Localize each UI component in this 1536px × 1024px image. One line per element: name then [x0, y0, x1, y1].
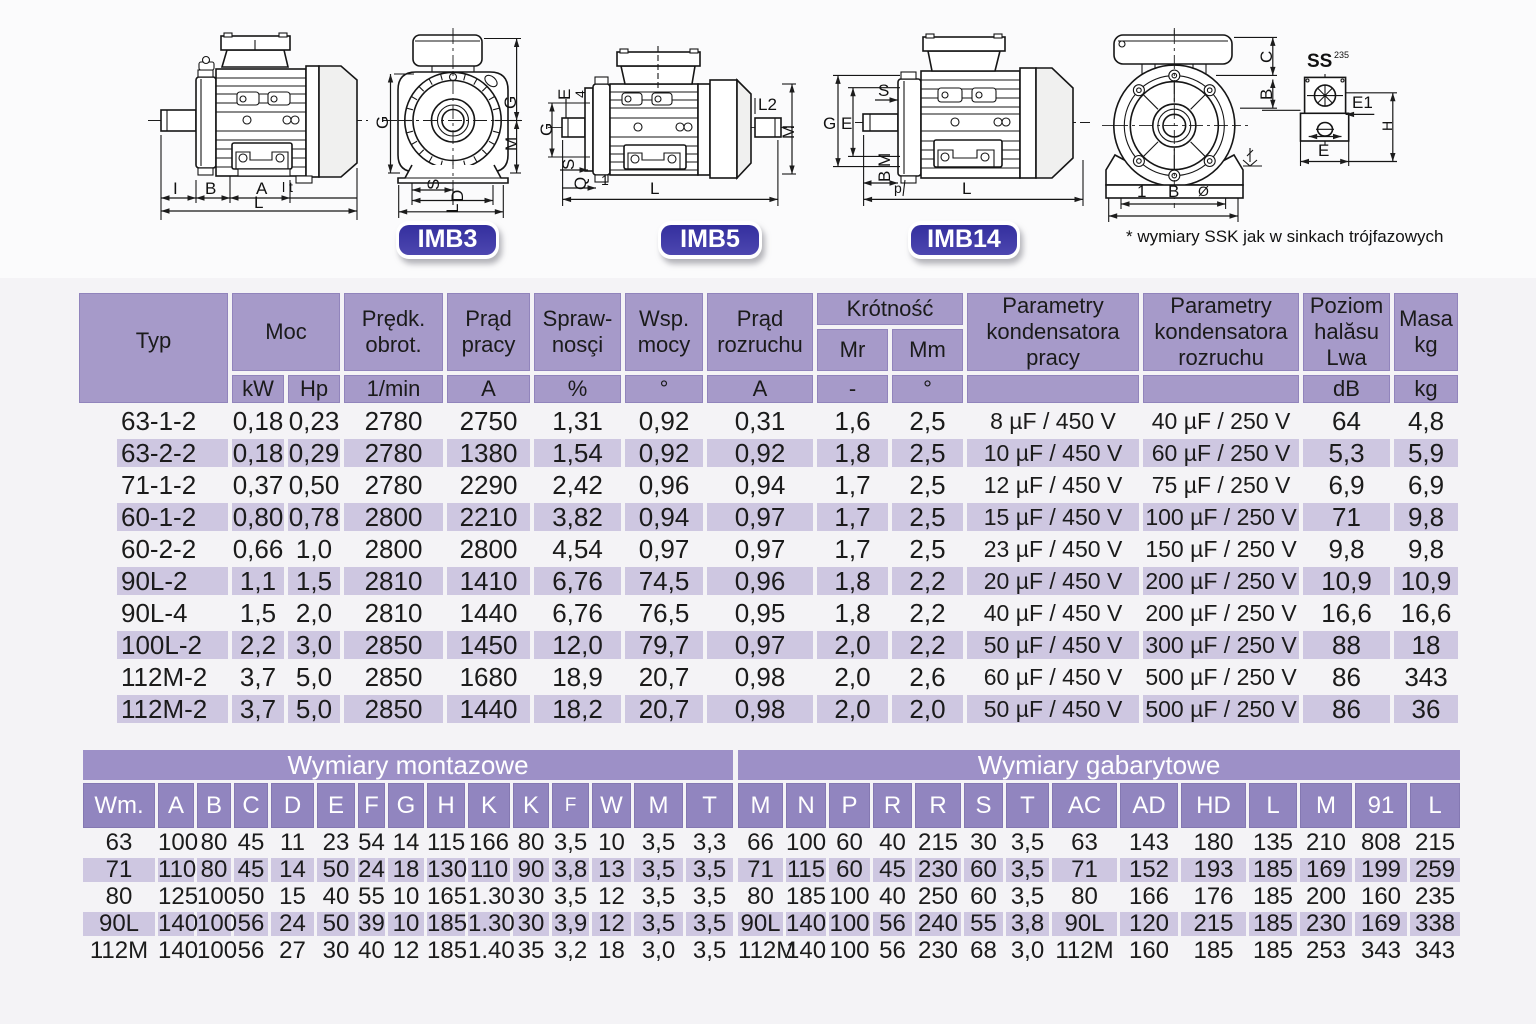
svg-text:I: I — [173, 179, 178, 198]
svg-text:M: M — [779, 125, 798, 139]
svg-text:S: S — [424, 179, 443, 190]
svg-text:L: L — [254, 193, 263, 212]
svg-text:B: B — [1257, 89, 1276, 100]
svg-text:Ø: Ø — [1198, 183, 1209, 199]
svg-text:4: 4 — [572, 90, 588, 98]
svg-text:p: p — [894, 180, 902, 196]
svg-text:L2: L2 — [758, 95, 777, 114]
svg-text:l t: l t — [282, 179, 293, 195]
svg-text:C: C — [1257, 51, 1276, 63]
svg-text:1: 1 — [1137, 182, 1146, 201]
svg-text:D: D — [448, 190, 467, 202]
svg-text:E: E — [841, 114, 852, 133]
svg-text:E: E — [1318, 141, 1329, 160]
svg-text:A: A — [256, 179, 268, 198]
svg-text:G: G — [537, 123, 556, 136]
svg-text:M: M — [875, 153, 894, 167]
svg-text:L: L — [962, 179, 971, 198]
svg-text:S: S — [878, 81, 889, 100]
svg-text:E1: E1 — [1352, 93, 1373, 112]
svg-text:L: L — [443, 204, 462, 213]
svg-text:1: 1 — [601, 172, 609, 188]
svg-text:B: B — [1168, 182, 1179, 201]
svg-text:Q: Q — [571, 177, 590, 190]
svg-text:G: G — [501, 96, 520, 109]
svg-text:L: L — [650, 179, 659, 198]
svg-text:S: S — [559, 159, 578, 170]
svg-text:H: H — [1379, 121, 1395, 131]
svg-text:235: 235 — [1334, 50, 1349, 60]
svg-text:M: M — [502, 137, 521, 151]
svg-text:G: G — [373, 116, 392, 129]
svg-text:E: E — [555, 89, 574, 100]
svg-text:G: G — [823, 114, 836, 133]
svg-text:B: B — [875, 171, 894, 182]
svg-text:B: B — [205, 179, 216, 198]
svg-text:SS: SS — [1307, 51, 1332, 72]
